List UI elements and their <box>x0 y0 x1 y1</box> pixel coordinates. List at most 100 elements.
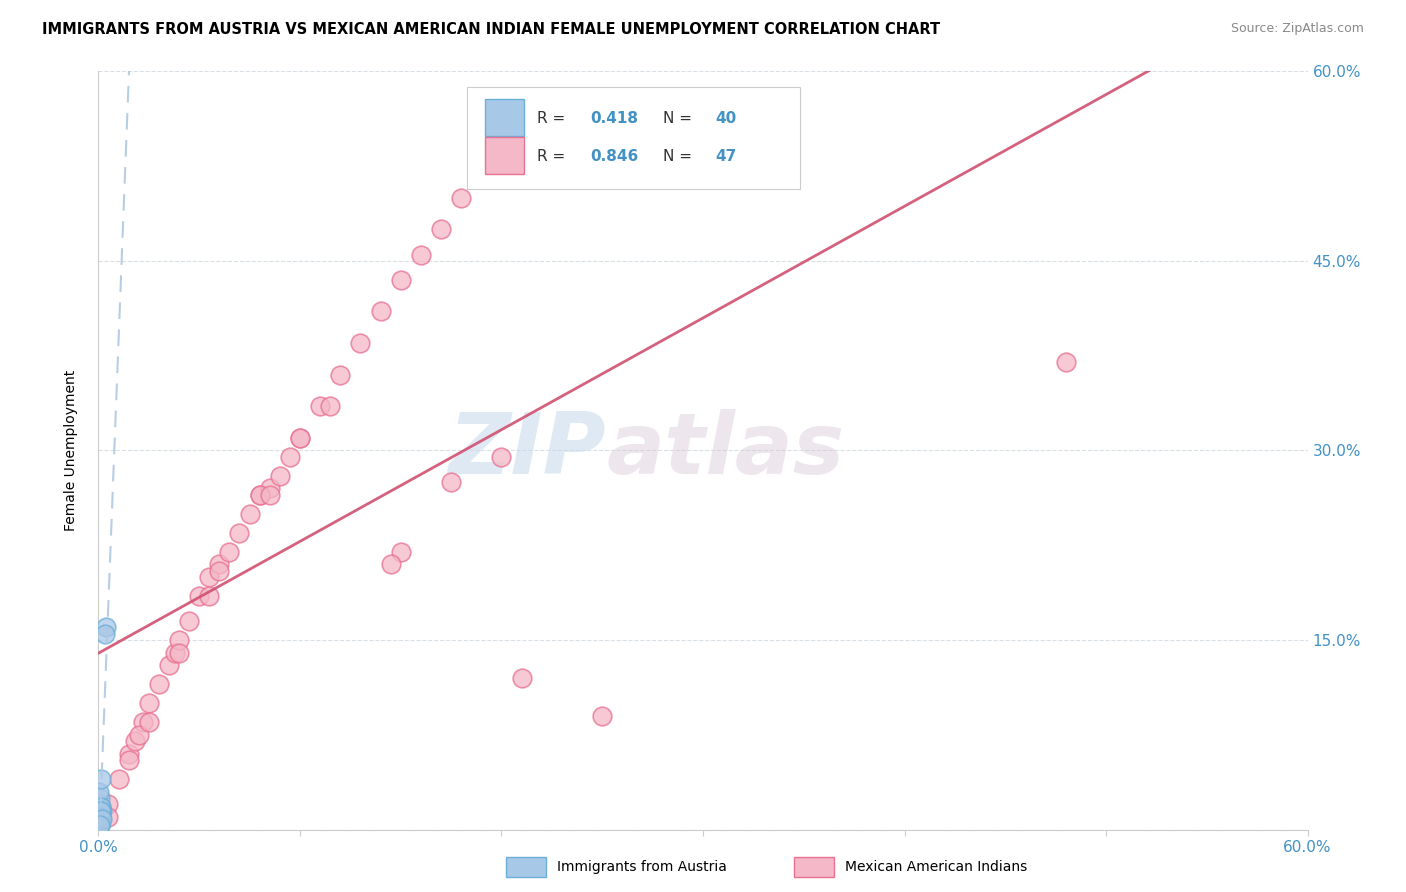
Point <box>89 817 111 831</box>
Point <box>179 614 201 628</box>
Point <box>91 804 114 818</box>
Point <box>89 817 111 831</box>
Text: R =: R = <box>537 149 571 164</box>
Point <box>89 810 111 824</box>
Point <box>89 807 111 822</box>
Point <box>329 368 352 382</box>
Point <box>107 772 129 786</box>
Point <box>118 747 141 761</box>
Bar <box>485 99 524 136</box>
Point <box>94 626 117 640</box>
Text: N =: N = <box>664 111 697 126</box>
Point <box>259 488 281 502</box>
Point <box>491 450 513 464</box>
Point <box>380 557 402 572</box>
Point <box>90 800 112 814</box>
Point <box>89 804 111 818</box>
Point <box>288 431 311 445</box>
Point <box>90 804 112 818</box>
Point <box>259 482 281 496</box>
Point <box>90 772 112 786</box>
Point <box>89 791 111 805</box>
Point <box>157 658 180 673</box>
Point <box>118 753 141 767</box>
Point <box>208 564 231 578</box>
Point <box>89 813 111 827</box>
Point <box>440 475 463 489</box>
Point <box>319 399 342 413</box>
Point <box>89 813 111 827</box>
FancyBboxPatch shape <box>467 87 800 189</box>
Point <box>89 813 111 827</box>
Point <box>90 800 112 814</box>
Point <box>1054 355 1077 369</box>
Point <box>591 708 613 723</box>
Text: Mexican American Indians: Mexican American Indians <box>845 860 1028 874</box>
Point <box>167 633 190 648</box>
Point <box>124 734 146 748</box>
Point <box>198 589 221 603</box>
Point <box>89 797 111 812</box>
Point <box>90 813 112 827</box>
Point <box>89 813 111 827</box>
Point <box>239 507 262 521</box>
Point <box>89 813 111 827</box>
Y-axis label: Female Unemployment: Female Unemployment <box>63 370 77 531</box>
Text: atlas: atlas <box>606 409 845 492</box>
Text: IMMIGRANTS FROM AUSTRIA VS MEXICAN AMERICAN INDIAN FEMALE UNEMPLOYMENT CORRELATI: IMMIGRANTS FROM AUSTRIA VS MEXICAN AMERI… <box>42 22 941 37</box>
Text: 40: 40 <box>716 111 737 126</box>
Point <box>510 671 533 685</box>
Point <box>288 431 311 445</box>
Point <box>208 557 231 572</box>
Point <box>132 715 155 730</box>
Point <box>89 817 111 831</box>
Point <box>89 810 111 824</box>
Text: N =: N = <box>664 149 697 164</box>
Point <box>89 810 111 824</box>
Point <box>89 804 111 818</box>
Point <box>349 336 371 351</box>
Point <box>148 677 170 691</box>
Point <box>198 570 221 584</box>
Point <box>89 810 111 824</box>
Point <box>89 817 111 831</box>
Point <box>90 804 112 818</box>
Point <box>89 813 111 827</box>
Point <box>228 525 250 540</box>
Text: Immigrants from Austria: Immigrants from Austria <box>557 860 727 874</box>
Point <box>89 813 111 827</box>
Text: 47: 47 <box>716 149 737 164</box>
Point <box>389 544 412 558</box>
Point <box>389 273 412 287</box>
Bar <box>485 137 524 174</box>
Text: 0.418: 0.418 <box>591 111 638 126</box>
Point <box>138 715 160 730</box>
Point <box>90 813 112 827</box>
Point <box>218 544 240 558</box>
Point <box>249 488 271 502</box>
Point <box>409 247 432 261</box>
Point <box>450 191 472 205</box>
Point <box>89 804 111 818</box>
Point <box>430 222 453 236</box>
Point <box>97 797 120 812</box>
Point <box>278 450 301 464</box>
Text: ZIP: ZIP <box>449 409 606 492</box>
Point <box>269 468 291 483</box>
Point <box>89 800 111 814</box>
Point <box>90 813 112 827</box>
Point <box>89 804 111 818</box>
Text: Source: ZipAtlas.com: Source: ZipAtlas.com <box>1230 22 1364 36</box>
Point <box>89 810 111 824</box>
Point <box>89 804 111 818</box>
Point <box>128 728 150 742</box>
Point <box>167 646 190 660</box>
Point <box>89 817 111 831</box>
Point <box>89 810 111 824</box>
Point <box>309 399 332 413</box>
Text: 0.846: 0.846 <box>591 149 638 164</box>
Point <box>370 304 392 318</box>
Point <box>163 646 186 660</box>
Point <box>188 589 211 603</box>
Point <box>89 785 111 799</box>
